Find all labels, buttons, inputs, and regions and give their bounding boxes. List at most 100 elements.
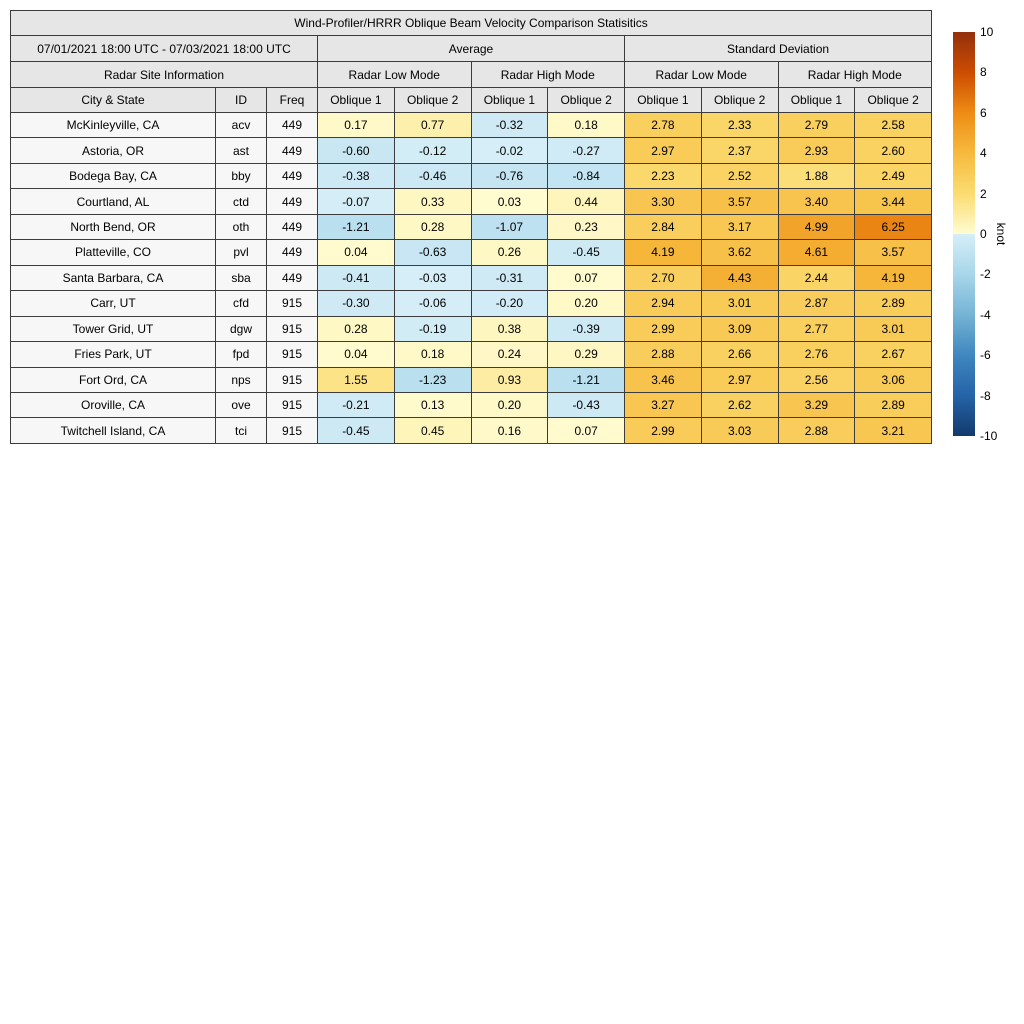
city-cell: Carr, UT: [10, 290, 216, 317]
value-cell: 2.58: [854, 111, 933, 139]
value-cell: 3.46: [624, 366, 702, 393]
value-cell: 0.77: [393, 111, 472, 139]
col-header-oblique: Oblique 2: [854, 87, 933, 113]
value-cell: -0.31: [470, 264, 549, 292]
freq-cell: 915: [266, 366, 318, 393]
value-cell: 2.70: [624, 264, 702, 292]
value-cell: 0.38: [470, 315, 549, 343]
value-cell: 2.23: [624, 162, 702, 190]
value-cell: -0.07: [317, 188, 395, 215]
colorbar-tick-label: 8: [980, 65, 987, 80]
value-cell: 0.45: [393, 417, 472, 444]
site-id-cell: tci: [215, 417, 267, 444]
value-cell: -0.41: [317, 264, 395, 292]
value-cell: -0.02: [470, 137, 549, 164]
value-cell: 2.56: [777, 366, 856, 393]
col-header-oblique: Oblique 1: [777, 87, 856, 113]
value-cell: 2.33: [700, 111, 779, 139]
value-cell: 2.88: [777, 417, 856, 444]
value-cell: 1.88: [777, 162, 856, 190]
colorbar: [953, 32, 975, 436]
city-cell: Fries Park, UT: [10, 341, 216, 368]
value-cell: -0.46: [393, 162, 472, 190]
value-cell: -1.21: [317, 213, 395, 241]
freq-cell: 449: [266, 188, 318, 215]
value-cell: 2.97: [700, 366, 779, 393]
freq-cell: 449: [266, 111, 318, 139]
table-row: Platteville, CO pvl 449 0.04 -0.63 0.26 -0.45 4…: [10, 239, 933, 266]
value-cell: 4.61: [777, 239, 856, 266]
site-id-cell: nps: [215, 366, 267, 393]
value-cell: 0.28: [317, 315, 395, 343]
value-cell: 0.20: [547, 290, 625, 317]
value-cell: 2.99: [624, 417, 702, 444]
value-cell: 3.40: [777, 188, 856, 215]
value-cell: 2.77: [777, 315, 856, 343]
city-cell: North Bend, OR: [10, 213, 216, 241]
col-header-oblique: Oblique 2: [700, 87, 779, 113]
value-cell: 3.29: [777, 391, 856, 419]
site-id-cell: cfd: [215, 290, 267, 317]
mode-header-avg-high: Radar High Mode: [470, 61, 625, 88]
freq-cell: 449: [266, 239, 318, 266]
value-cell: 2.97: [624, 137, 702, 164]
value-cell: 2.52: [700, 162, 779, 190]
freq-cell: 915: [266, 417, 318, 444]
table-row: North Bend, OR oth 449 -1.21 0.28 -1.07 0.23 2.…: [10, 213, 933, 241]
value-cell: 2.49: [854, 162, 933, 190]
table-row: Fort Ord, CA nps 915 1.55 -1.23 0.93 -1.21 3.46…: [10, 366, 933, 393]
value-cell: -1.23: [393, 366, 472, 393]
value-cell: 3.21: [854, 417, 933, 444]
col-header-city-state: City & State: [10, 87, 216, 113]
city-cell: Astoria, OR: [10, 137, 216, 164]
value-cell: -0.43: [547, 391, 625, 419]
colorbar-tick-label: 10: [980, 25, 994, 39]
value-cell: 2.79: [777, 111, 856, 139]
site-id-cell: ast: [215, 137, 267, 164]
city-cell: Santa Barbara, CA: [10, 264, 216, 292]
city-cell: Oroville, CA: [10, 391, 216, 419]
table-row: McKinleyville, CA acv 449 0.17 0.77 -0.32 0.18…: [10, 111, 933, 139]
value-cell: -0.03: [393, 264, 472, 292]
value-cell: 0.28: [393, 213, 472, 241]
value-cell: 2.99: [624, 315, 702, 343]
col-header-id: ID: [215, 87, 267, 113]
value-cell: -1.21: [547, 366, 625, 393]
value-cell: 3.57: [700, 188, 779, 215]
city-cell: Fort Ord, CA: [10, 366, 216, 393]
value-cell: 3.44: [854, 188, 933, 215]
value-cell: -0.21: [317, 391, 395, 419]
colorbar-tick-label: -2: [980, 267, 991, 282]
value-cell: 0.18: [393, 341, 472, 368]
colorbar-tick-label: -10: [980, 429, 998, 443]
city-cell: Bodega Bay, CA: [10, 162, 216, 190]
value-cell: 0.33: [393, 188, 472, 215]
value-cell: -0.39: [547, 315, 625, 343]
value-cell: 0.24: [470, 341, 549, 368]
mode-header-std-low: Radar Low Mode: [624, 61, 779, 88]
value-cell: 2.89: [854, 391, 933, 419]
value-cell: 2.67: [854, 341, 933, 368]
table-row: Twitchell Island, CA tci 915 -0.45 0.45 0.16 0…: [10, 417, 933, 444]
value-cell: 3.01: [700, 290, 779, 317]
value-cell: 0.93: [470, 366, 549, 393]
value-cell: 0.07: [547, 264, 625, 292]
value-cell: 3.17: [700, 213, 779, 241]
value-cell: -0.76: [470, 162, 549, 190]
city-cell: McKinleyville, CA: [10, 111, 216, 139]
comparison-table: Wind-Profiler/HRRR Oblique Beam Velocity…: [9, 10, 933, 444]
value-cell: 2.44: [777, 264, 856, 292]
value-cell: 3.57: [854, 239, 933, 266]
value-cell: 3.27: [624, 391, 702, 419]
value-cell: 2.93: [777, 137, 856, 164]
value-cell: -0.19: [393, 315, 472, 343]
value-cell: 4.99: [777, 213, 856, 241]
value-cell: 0.13: [393, 391, 472, 419]
date-range: 07/01/2021 18:00 UTC - 07/03/2021 18:00 …: [10, 35, 318, 62]
freq-cell: 915: [266, 290, 318, 317]
col-header-oblique: Oblique 1: [317, 87, 395, 113]
value-cell: 3.62: [700, 239, 779, 266]
site-id-cell: ove: [215, 391, 267, 419]
col-header-oblique: Oblique 1: [470, 87, 549, 113]
value-cell: 3.06: [854, 366, 933, 393]
